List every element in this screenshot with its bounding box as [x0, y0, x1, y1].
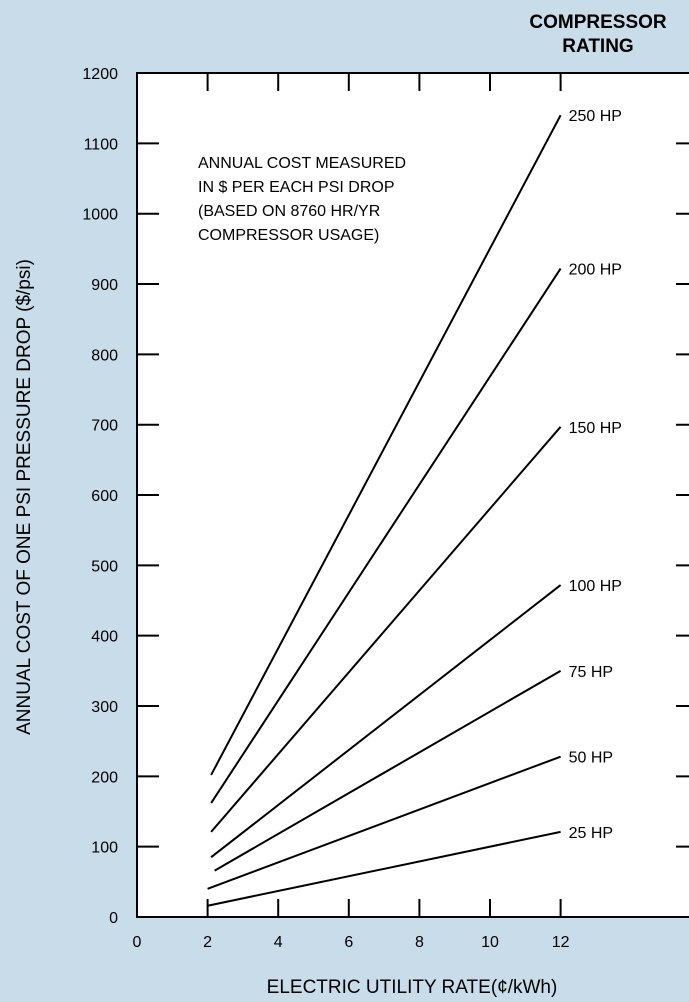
- y-tick-label: 800: [91, 347, 118, 364]
- y-tick-label: 500: [91, 558, 118, 575]
- annotation-line-3: (BASED ON 8760 HR/YR: [198, 203, 380, 220]
- y-tick-label: 700: [91, 418, 118, 435]
- y-tick-label: 1000: [82, 207, 118, 224]
- x-tick-label: 10: [481, 934, 499, 951]
- y-tick-label: 200: [91, 769, 118, 786]
- series-label: 250 HP: [569, 108, 622, 125]
- series-label: 150 HP: [569, 420, 622, 437]
- y-tick-label: 1100: [84, 136, 119, 153]
- y-tick-label: 100: [91, 840, 118, 857]
- series-label: 50 HP: [569, 750, 613, 767]
- x-axis-title: ELECTRIC UTILITY RATE(¢/kWh): [267, 977, 558, 998]
- ticks: 0100200300400500600700800900100011001200…: [82, 66, 689, 951]
- y-tick-label: 1200: [82, 66, 118, 83]
- series-label: 200 HP: [569, 262, 622, 279]
- x-tick-label: 6: [344, 934, 353, 951]
- annotation: ANNUAL COST MEASURED IN $ PER EACH PSI D…: [198, 155, 406, 244]
- series-line: [210, 114, 562, 776]
- x-tick-label: 8: [415, 934, 424, 951]
- series-label: 100 HP: [569, 578, 622, 595]
- y-tick-label: 300: [91, 699, 118, 716]
- header-line-1: COMPRESSOR: [529, 12, 667, 33]
- y-tick-label: 400: [91, 629, 118, 646]
- y-axis-title: ANNUAL COST OF ONE PSI PRESSURE DROP ($/…: [14, 259, 35, 735]
- series-line: [207, 755, 561, 890]
- x-tick-label: 2: [203, 934, 212, 951]
- x-tick-label: 0: [133, 934, 142, 951]
- series-line: [210, 584, 562, 859]
- series-label: 75 HP: [569, 664, 613, 681]
- y-tick-label: 600: [91, 488, 118, 505]
- x-tick-label: 12: [552, 934, 570, 951]
- series-line: [214, 669, 562, 872]
- series-line: [210, 426, 562, 833]
- annotation-line-4: COMPRESSOR USAGE): [198, 227, 379, 244]
- y-tick-label: 900: [91, 277, 118, 294]
- annotation-line-1: ANNUAL COST MEASURED: [198, 155, 406, 172]
- series-lines: 250 HP 200 HP 150 HP 100 HP 75 HP 50 HP 25 HP: [207, 108, 622, 907]
- y-tick-label: 0: [109, 910, 118, 927]
- series-label: 25 HP: [569, 825, 613, 842]
- x-tick-label: 4: [274, 934, 283, 951]
- header-line-2: RATING: [562, 36, 633, 57]
- series-line: [210, 268, 562, 804]
- annotation-line-2: IN $ PER EACH PSI DROP: [198, 179, 395, 196]
- series-line: [207, 830, 561, 907]
